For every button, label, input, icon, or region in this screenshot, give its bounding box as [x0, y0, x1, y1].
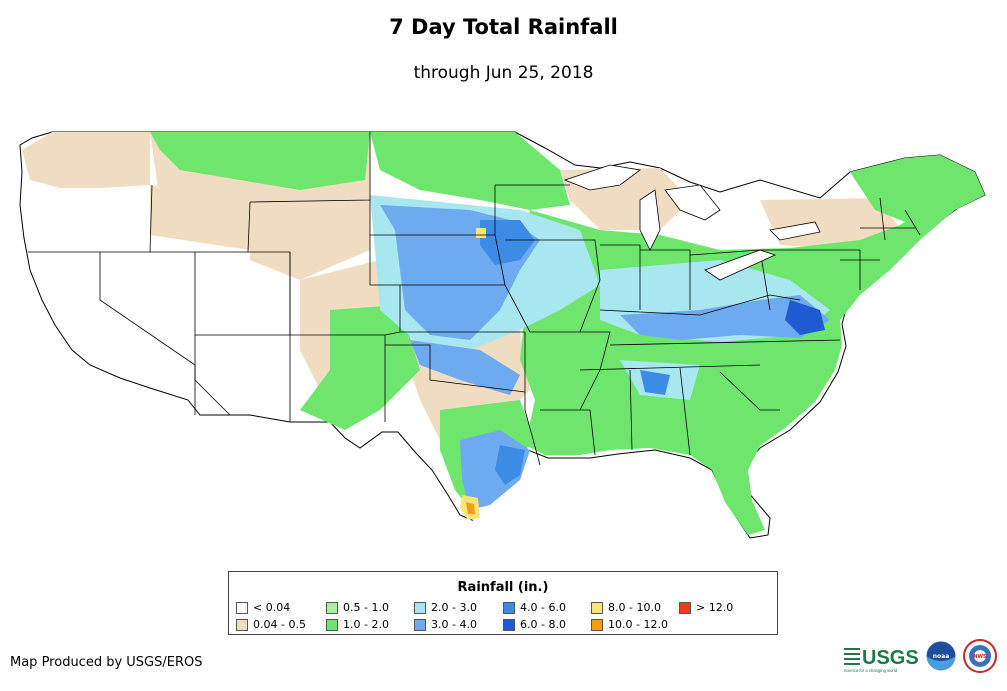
great-lakes — [563, 164, 821, 281]
legend-label: 4.0 - 6.0 — [520, 601, 566, 614]
noaa-logo-text: noaa — [933, 653, 950, 660]
legend-label: < 0.04 — [253, 601, 291, 614]
noaa-logo: noaa — [925, 640, 957, 672]
usgs-logo-text: USGS — [862, 647, 919, 669]
map-subtitle: through Jun 25, 2018 — [413, 63, 594, 83]
state-boundaries — [28, 132, 921, 466]
legend-label: 1.0 - 2.0 — [343, 618, 389, 631]
precip-extreme-areas — [460, 220, 825, 520]
legend-swatch — [414, 602, 426, 614]
nws-logo-text: NWS — [973, 654, 987, 660]
legend-label: 0.5 - 1.0 — [343, 601, 389, 614]
legend-label: 10.0 - 12.0 — [608, 618, 668, 631]
usgs-logo-tagline: science for a changing world — [844, 668, 898, 673]
legend-swatch — [326, 619, 338, 631]
rainfall-map — [19, 131, 986, 539]
legend-label: 0.04 - 0.5 — [253, 618, 306, 631]
map-title: 7 Day Total Rainfall — [389, 15, 618, 39]
legend-swatch — [503, 619, 515, 631]
legend-swatch — [591, 602, 603, 614]
legend-swatch — [236, 602, 248, 614]
legend-label: 2.0 - 3.0 — [431, 601, 477, 614]
legend-label: 6.0 - 8.0 — [520, 618, 566, 631]
usgs-logo: USGS science for a changing world — [844, 647, 919, 673]
map-credit: Map Produced by USGS/EROS — [10, 655, 203, 670]
legend-label: 3.0 - 4.0 — [431, 618, 477, 631]
legend-label: > 12.0 — [696, 601, 734, 614]
legend-swatch — [503, 602, 515, 614]
legend-label: 8.0 - 10.0 — [608, 601, 661, 614]
nws-logo: NWS — [963, 639, 997, 673]
legend-swatch — [679, 602, 691, 614]
legend-title: Rainfall (in.) — [457, 580, 549, 595]
legend-swatch — [414, 619, 426, 631]
agency-logos: USGS science for a changing world noaa N… — [844, 639, 997, 673]
legend-swatch — [591, 619, 603, 631]
legend-swatch — [326, 602, 338, 614]
legend-swatch — [236, 619, 248, 631]
